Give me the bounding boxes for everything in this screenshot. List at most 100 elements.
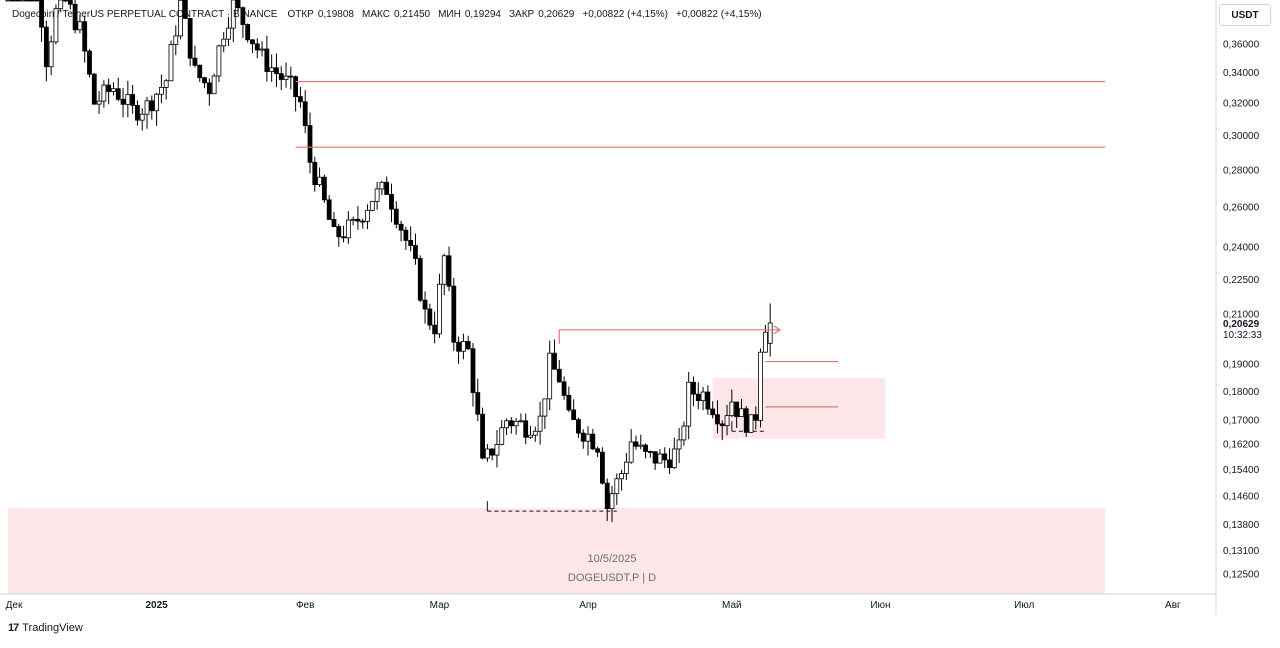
candle	[259, 41, 265, 57]
candle-body	[230, 0, 236, 29]
price-tick-label: 0,26000	[1223, 203, 1260, 214]
candle	[365, 204, 370, 230]
candle	[298, 86, 303, 108]
candle-body	[489, 448, 495, 456]
candle	[609, 485, 615, 523]
candle	[508, 417, 514, 434]
candle	[326, 195, 332, 220]
zones-layer	[8, 378, 1105, 594]
candle	[403, 226, 409, 250]
candle-body	[245, 24, 251, 41]
candle	[269, 54, 275, 82]
candle-body	[87, 50, 92, 75]
candle-body	[317, 176, 322, 186]
price-tick-label: 0,13100	[1223, 546, 1260, 557]
candle-body	[686, 381, 692, 427]
candle-body	[614, 478, 620, 495]
symbol-title[interactable]: Dogecoin / TetherUS PERPETUAL CONTRACT ·…	[12, 9, 278, 20]
candle	[662, 447, 668, 469]
candle	[106, 78, 112, 105]
candle-body	[590, 433, 596, 450]
candle	[628, 429, 634, 464]
candle-body	[671, 448, 677, 469]
candle	[724, 404, 730, 436]
candle	[437, 273, 442, 339]
candle-body	[739, 408, 744, 418]
candle	[192, 45, 198, 68]
candle-body	[446, 255, 452, 287]
breakout-line	[558, 329, 779, 344]
candle-body	[470, 348, 476, 393]
candle-body	[187, 17, 193, 59]
candle	[254, 38, 260, 59]
candle-body	[173, 35, 179, 45]
change-value-secondary: +0,00822 (+4,15%)	[676, 9, 762, 20]
candle-body	[566, 394, 572, 411]
candle	[48, 35, 54, 76]
candle-body	[144, 100, 150, 115]
candle-body	[475, 392, 481, 415]
candle	[691, 376, 696, 407]
candle	[197, 64, 203, 82]
candle	[408, 226, 414, 252]
candle	[158, 74, 164, 104]
candle	[489, 448, 495, 461]
candle-body	[705, 391, 711, 410]
tradingview-brand[interactable]: 17 TradingView	[8, 622, 83, 634]
candle	[734, 401, 740, 428]
candle-body	[163, 80, 169, 88]
candle-body	[259, 48, 265, 51]
breakout-arrow-icon	[773, 325, 782, 335]
candle	[542, 398, 548, 429]
candle	[53, 4, 59, 45]
candle	[619, 469, 624, 491]
time-tick-label: Авг	[1165, 600, 1181, 611]
candle-body	[254, 43, 260, 51]
candle-body	[369, 200, 375, 211]
candle	[369, 200, 375, 212]
candle	[686, 371, 692, 440]
price-tick-label: 0,13800	[1223, 520, 1260, 531]
candle	[504, 418, 509, 436]
candle	[216, 44, 222, 83]
time-tick-label: Дек	[6, 600, 23, 611]
ohlc-legend: Dogecoin / TetherUS PERPETUAL CONTRACT ·…	[12, 9, 766, 20]
candle	[72, 0, 78, 34]
candle-body	[336, 226, 342, 238]
candle-body	[753, 414, 759, 421]
candle-body	[288, 75, 294, 78]
candle	[250, 39, 255, 53]
candle-body	[595, 448, 601, 453]
currency-selector-button[interactable]: USDT	[1219, 4, 1271, 26]
candle	[561, 376, 567, 400]
candle-body	[576, 419, 581, 434]
candle	[163, 78, 169, 100]
candle	[739, 399, 744, 418]
price-tick-label: 0,17000	[1223, 415, 1260, 426]
candle	[417, 255, 423, 303]
candle	[187, 17, 193, 67]
candle	[144, 96, 150, 129]
open-value: 0,19808	[317, 9, 354, 20]
candle-body	[638, 444, 644, 447]
candle	[235, 0, 241, 12]
candle-body	[441, 255, 447, 285]
candle	[360, 218, 366, 229]
candle	[120, 87, 126, 118]
candle-body	[499, 427, 505, 445]
time-axis: Дек 2025 Фев Мар Апр Май Июн Июл Авг	[6, 600, 1181, 611]
close-label: ЗАКР	[509, 9, 535, 20]
candle-body	[91, 73, 97, 105]
price-tick-label: 0,18000	[1223, 387, 1260, 398]
candle-body	[623, 461, 629, 474]
candle-body	[604, 482, 610, 509]
candle	[719, 420, 725, 441]
candle-body	[135, 104, 140, 121]
candle	[389, 183, 394, 223]
candle-body	[274, 67, 279, 74]
candle	[484, 443, 490, 462]
candle	[34, 0, 40, 2]
candle-body	[695, 393, 701, 402]
